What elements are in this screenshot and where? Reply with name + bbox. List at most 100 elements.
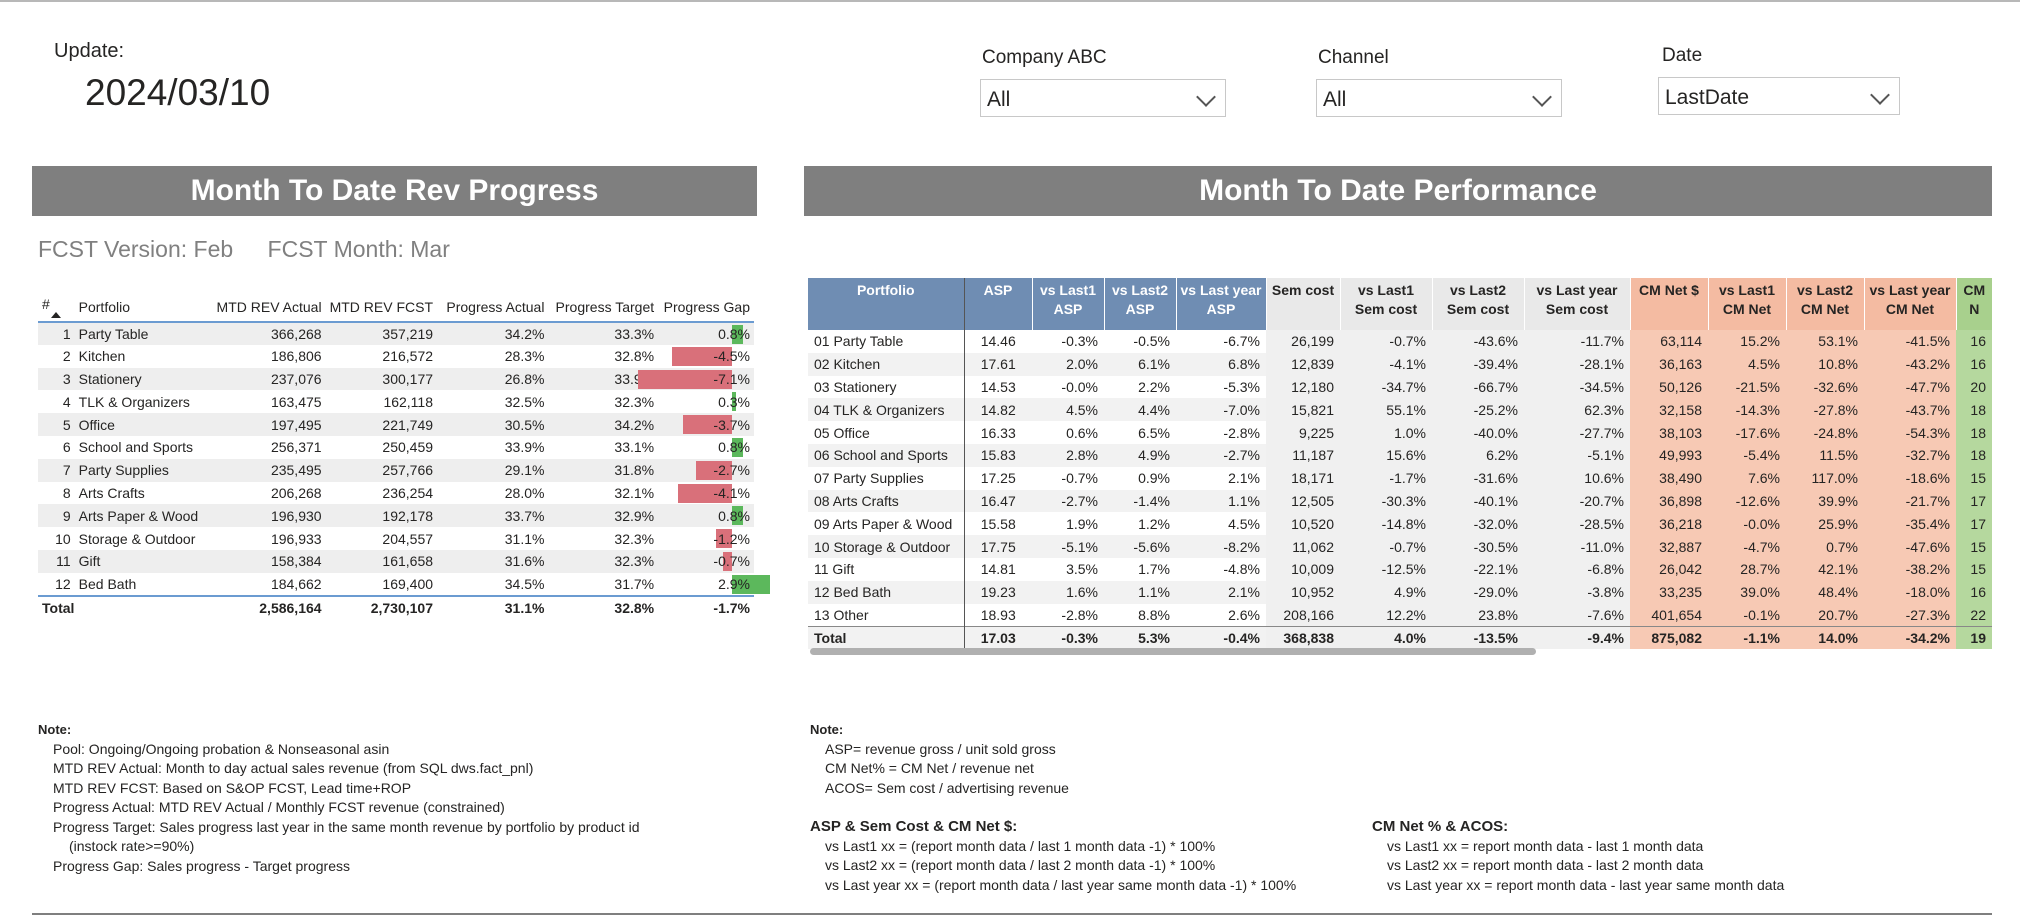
- table-row[interactable]: 2 Kitchen 186,806 216,572 28.3% 32.8% -4.5%: [38, 345, 754, 368]
- mtd-rev-actual: 186,806: [270, 348, 322, 365]
- column-header[interactable]: Sem cost: [1266, 278, 1341, 330]
- metric-cell: 2.8%: [1032, 443, 1104, 467]
- column-header-number[interactable]: #: [38, 292, 75, 322]
- metric-cell: 17: [1956, 489, 1992, 513]
- channel-slicer-dropdown[interactable]: All: [1316, 79, 1562, 117]
- table-row[interactable]: 12 Bed Bath 184,662 169,400 34.5% 31.7% 2.9%: [38, 573, 771, 596]
- column-header[interactable]: vs Last1 ASP: [1032, 278, 1105, 330]
- column-header-progress-actual[interactable]: Progress Actual: [446, 298, 545, 315]
- table-row[interactable]: 05 Office 16.33 0.6% 6.5% -2.8% 9,225 1.0% -40.…: [808, 421, 1992, 444]
- metric-cell: 36,163: [1630, 352, 1708, 376]
- column-header-mtd-rev-fcst[interactable]: MTD REV FCST: [329, 298, 434, 315]
- progress-actual: 33.9%: [504, 439, 545, 456]
- progress-gap: -7.1%: [638, 368, 754, 391]
- table-row[interactable]: 8 Arts Crafts 206,268 236,254 28.0% 32.1% -4.1…: [38, 482, 754, 505]
- metric-cell: 2.2%: [1138, 378, 1170, 395]
- table-row[interactable]: 1 Party Table 366,268 357,219 34.2% 33.3% 0.8%: [38, 322, 754, 345]
- column-header[interactable]: vs Last year ASP: [1176, 278, 1267, 330]
- total-progress-actual: 31.1%: [504, 600, 545, 617]
- column-header[interactable]: vs Last2 CM Net: [1786, 278, 1865, 330]
- date-slicer-dropdown[interactable]: LastDate: [1658, 77, 1900, 115]
- horizontal-scrollbar[interactable]: [810, 648, 1536, 655]
- metric-cell: -22.1%: [1432, 557, 1524, 581]
- metric-cell: -34.5%: [1524, 375, 1630, 399]
- progress-gap: 0.8%: [718, 506, 750, 526]
- note-line: vs Last2 xx = report month data - last 2…: [1387, 857, 1704, 873]
- table-row[interactable]: 3 Stationery 237,076 300,177 26.8% 33.9% -7.1%: [38, 367, 754, 391]
- progress-target: 31.7%: [614, 575, 655, 592]
- metric-cell: -1.7%: [1340, 466, 1432, 490]
- table-row[interactable]: 03 Stationery 14.53 -0.0% 2.2% -5.3% 12,180 -3…: [808, 375, 1992, 399]
- notes-block-heading: ASP & Sem Cost & CM Net $:: [810, 818, 1018, 835]
- table-row[interactable]: 11 Gift 158,384 161,658 31.6% 32.3% -0.7%: [38, 549, 754, 573]
- table-row[interactable]: 10 Storage & Outdoor 17.75 -5.1% -5.6% -8.2%…: [808, 535, 1992, 558]
- row-number: 8: [62, 484, 71, 501]
- progress-gap: -1.2%: [713, 529, 750, 549]
- table-row[interactable]: 10 Storage & Outdoor 196,933 204,557 31.1% 32…: [38, 527, 754, 550]
- update-date: 2024/03/10: [85, 72, 271, 113]
- table-row[interactable]: 11 Gift 14.81 3.5% 1.7% -4.8% 10,009 -12.5% -22…: [808, 557, 1992, 581]
- table-row[interactable]: 5 Office 197,495 221,749 30.5% 34.2% -3.7%: [38, 413, 754, 436]
- table-row[interactable]: 9 Arts Paper & Wood 196,930 192,178 33.7% 32.…: [38, 504, 754, 528]
- metric-cell: 2.1%: [1228, 470, 1260, 487]
- column-header[interactable]: CM N: [1956, 278, 1992, 330]
- column-header-progress-gap[interactable]: Progress Gap: [663, 298, 750, 315]
- column-header[interactable]: vs Last1 Sem cost: [1340, 278, 1433, 330]
- metric-cell: 0.7%: [1786, 535, 1864, 558]
- rev-progress-table: # Portfolio MTD REV Actual MTD REV FCST …: [38, 292, 771, 620]
- performance-table: Portfolio ASP vs Last1 ASP vs Last2 ASP vs Las…: [808, 278, 1992, 650]
- column-header[interactable]: Portfolio: [808, 278, 965, 330]
- column-header[interactable]: vs Last1 CM Net: [1708, 278, 1787, 330]
- portfolio-name: 11 Gift: [808, 557, 965, 581]
- column-header-mtd-rev-actual[interactable]: MTD REV Actual: [216, 298, 322, 315]
- metric-cell: 38,103: [1630, 421, 1708, 444]
- table-row[interactable]: 08 Arts Crafts 16.47 -2.7% -1.4% 1.1% 12,505-…: [808, 489, 1992, 513]
- table-row[interactable]: 7 Party Supplies 235,495 257,766 29.1% 31.8% -…: [38, 458, 754, 482]
- total-row: Total 2,586,164 2,730,107 31.1% 32.8% -1…: [38, 596, 754, 620]
- company-slicer-dropdown[interactable]: All: [980, 79, 1226, 117]
- metric-cell: 875,082: [1630, 625, 1708, 650]
- note-line: vs Last year xx = (report month data / l…: [825, 876, 1297, 893]
- channel-slicer-label: Channel: [1318, 47, 1389, 68]
- table-row[interactable]: 09 Arts Paper & Wood 15.58 1.9% 1.2% 4.5% 10,…: [808, 512, 1992, 536]
- portfolio-name: Arts Paper & Wood: [78, 507, 199, 524]
- table-row[interactable]: 07 Party Supplies 17.25 -0.7% 0.9% 2.1% 18,17…: [808, 466, 1992, 490]
- total-row: Total 17.03 -0.3% 5.3% -0.4% 368,838 4.0% -13.5…: [808, 625, 1992, 650]
- table-row[interactable]: 13 Other 18.93 -2.8% 8.8% 2.6% 208,166 12.2% 23…: [808, 603, 1992, 627]
- column-header[interactable]: vs Last2 ASP: [1104, 278, 1177, 330]
- progress-actual: 26.8%: [504, 370, 545, 387]
- column-header[interactable]: CM Net $: [1630, 278, 1709, 330]
- table-row[interactable]: 02 Kitchen 17.61 2.0% 6.1% 6.8% 12,839 -4.1% -3…: [808, 352, 1992, 376]
- column-header[interactable]: ASP: [964, 278, 1033, 330]
- metric-cell: 1.2%: [1138, 515, 1170, 532]
- notes-block-cm-net: CM Net % & ACOS: vs Last1 xx = report mo…: [1372, 817, 1932, 895]
- portfolio-name: Bed Bath: [78, 575, 137, 592]
- metric-cell: -2.8%: [1061, 606, 1098, 623]
- metric-cell: -28.1%: [1524, 352, 1630, 376]
- metric-cell: 49,993: [1630, 443, 1708, 467]
- metric-cell: -41.5%: [1864, 330, 1956, 353]
- column-header-progress-target[interactable]: Progress Target: [555, 298, 655, 315]
- table-row[interactable]: 12 Bed Bath 19.23 1.6% 1.1% 2.1% 10,952 4.9% -2…: [808, 580, 1992, 604]
- column-header[interactable]: vs Last year CM Net: [1864, 278, 1957, 330]
- metric-cell: -7.0%: [1176, 398, 1266, 422]
- metric-cell: 48.4%: [1786, 580, 1864, 604]
- column-header-portfolio[interactable]: Portfolio: [78, 298, 130, 315]
- metric-cell: 15.58: [980, 515, 1016, 532]
- table-row[interactable]: 04 TLK & Organizers 14.82 4.5% 4.4% -7.0% 15,…: [808, 398, 1992, 422]
- table-row[interactable]: 6 School and Sports 256,371 250,459 33.9% 33.…: [38, 436, 754, 459]
- mtd-rev-fcst: 162,118: [383, 393, 434, 410]
- metric-cell: -24.8%: [1786, 421, 1864, 444]
- channel-slicer-value: All: [1323, 88, 1347, 111]
- column-header[interactable]: vs Last year Sem cost: [1524, 278, 1631, 330]
- portfolio-name: 06 School and Sports: [808, 443, 965, 467]
- mtd-rev-actual: 366,268: [270, 325, 322, 342]
- performance-table-viewport[interactable]: Portfolio ASP vs Last1 ASP vs Last2 ASP vs Las…: [808, 278, 1992, 654]
- note-line: Progress Target: Sales progress last yea…: [53, 818, 640, 835]
- column-header[interactable]: vs Last2 Sem cost: [1432, 278, 1525, 330]
- table-row[interactable]: 4 TLK & Organizers 163,475 162,118 32.5% 32.3…: [38, 390, 754, 413]
- table-row[interactable]: 06 School and Sports 15.83 2.8% 4.9% -2.7% 11…: [808, 443, 1992, 467]
- metric-cell: 12.2%: [1340, 603, 1432, 627]
- table-row[interactable]: 01 Party Table 14.46 -0.3% -0.5% -6.7% 26,199…: [808, 330, 1992, 353]
- metric-cell: 26,042: [1630, 557, 1708, 581]
